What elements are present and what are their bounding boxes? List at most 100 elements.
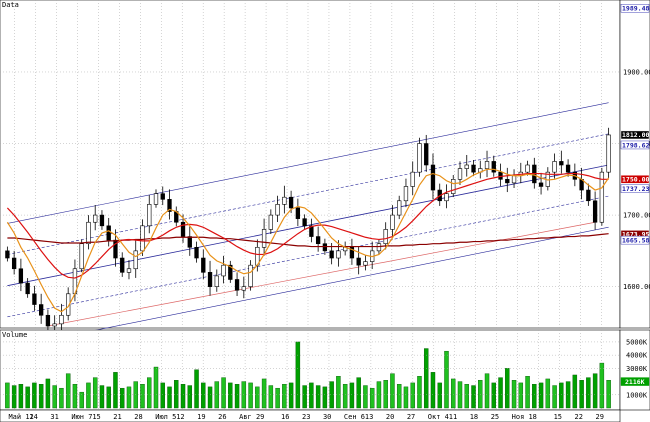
ma-slow-line xyxy=(7,233,609,248)
volume-bar xyxy=(369,387,375,409)
volume-bar xyxy=(174,380,179,409)
volume-last-value-label: 2116K xyxy=(620,377,650,386)
volume-bar xyxy=(234,384,240,409)
volume-bar xyxy=(79,391,84,409)
volume-bar xyxy=(119,387,125,409)
volume-bar xyxy=(160,382,165,409)
volume-bar xyxy=(32,382,37,409)
volume-bar xyxy=(599,362,605,409)
volume-bar xyxy=(194,369,199,409)
candle-body xyxy=(484,161,490,169)
volume-bar xyxy=(437,382,442,409)
x-tick: 13 xyxy=(365,413,373,421)
candle-body xyxy=(45,314,51,327)
candle-body xyxy=(295,207,301,219)
x-tick: 15 xyxy=(92,413,100,421)
ma-fast-line xyxy=(6,168,610,313)
candle-body xyxy=(187,236,192,248)
regression-channel-line xyxy=(7,102,609,224)
candle-body xyxy=(403,186,409,202)
price-y-tick-label: 1700.00 xyxy=(623,212,650,220)
volume-bar xyxy=(478,380,483,409)
x-tick: 15 xyxy=(554,413,562,421)
candle-body xyxy=(241,286,246,291)
candle-body xyxy=(59,314,64,325)
candle-body xyxy=(126,268,132,273)
candle-body xyxy=(606,134,611,173)
volume-bar xyxy=(396,384,402,409)
volume-bar xyxy=(25,386,30,409)
price-last-value-bg xyxy=(620,175,650,184)
volume-bar xyxy=(559,382,564,409)
price-y-tick-label: 1900.00 xyxy=(623,68,650,76)
x-tick: 25 xyxy=(491,413,499,421)
candle-body xyxy=(525,164,530,173)
candle-body xyxy=(214,275,219,287)
x-tick: 12 xyxy=(176,413,184,421)
x-tick-label: 12 xyxy=(176,413,184,421)
volume-bar xyxy=(86,382,91,409)
volume-bar xyxy=(451,378,456,409)
candle-body xyxy=(586,189,591,202)
x-tick-label: Авг 2 xyxy=(239,413,260,421)
x-tick-label: Июн 7 xyxy=(71,413,92,421)
volume-bar xyxy=(363,385,368,409)
price-pane-title: Data xyxy=(2,1,19,9)
x-tick: 22 xyxy=(575,413,583,421)
volume-bar xyxy=(248,382,253,409)
candle-body xyxy=(5,250,10,259)
volume-bar xyxy=(498,377,503,409)
x-tick-label: 28 xyxy=(134,413,142,421)
x-tick-label: 15 xyxy=(92,413,100,421)
x-tick-label: Окт 4 xyxy=(428,413,449,421)
volume-bar xyxy=(187,385,193,409)
volume-bar xyxy=(579,380,584,409)
price-last-value-label: 1812.00 xyxy=(620,130,649,139)
ma-mid-line xyxy=(6,172,609,279)
price-last-value-label: 1798.6296 xyxy=(620,140,650,149)
x-tick-label: Июл 5 xyxy=(155,413,176,421)
x-tick: 19 xyxy=(197,413,205,421)
x-tick: 11 xyxy=(449,413,457,421)
volume-bar xyxy=(207,386,213,409)
volume-bar xyxy=(38,384,44,409)
volume-bar xyxy=(491,382,497,409)
price-y-tick: 1600.00 xyxy=(623,283,650,291)
candle-body xyxy=(18,268,24,284)
volume-bar xyxy=(268,385,274,409)
volume-bar xyxy=(525,376,530,409)
volume-bar xyxy=(572,374,578,409)
volume-bar xyxy=(430,372,436,409)
volume-bar xyxy=(221,377,226,409)
x-tick-label: Ноя 1 xyxy=(512,413,533,421)
candle-body xyxy=(309,225,314,237)
x-tick-label: 23 xyxy=(302,413,310,421)
volume-bar xyxy=(403,386,409,409)
volume-bar xyxy=(586,377,591,409)
volume-bar xyxy=(423,348,429,409)
volume-bar xyxy=(322,386,328,409)
candle-body xyxy=(66,293,71,316)
volume-bar xyxy=(65,373,71,409)
volume-bar xyxy=(275,387,280,409)
volume-bar xyxy=(52,385,57,409)
price-last-value-label: 1989.4847 xyxy=(620,4,650,13)
candle-body xyxy=(194,246,199,259)
price-last-value-text: 1798.6296 xyxy=(622,141,650,149)
volume-bar xyxy=(288,382,294,409)
regression-channel-line xyxy=(7,226,609,349)
price-last-value-text: 1750.00 xyxy=(622,176,649,184)
x-tick-label: 26 xyxy=(218,413,226,421)
volume-bar xyxy=(167,386,172,409)
price-axis-area xyxy=(619,0,650,329)
x-tick: 24 xyxy=(29,413,37,421)
volume-bar xyxy=(532,384,537,409)
candle-body xyxy=(363,261,368,266)
candle-body xyxy=(538,182,544,187)
x-tick: 29 xyxy=(596,413,604,421)
volume-bar xyxy=(552,385,557,409)
volume-bar xyxy=(545,378,551,409)
candle-body xyxy=(410,171,415,187)
volume-bar xyxy=(349,382,355,409)
